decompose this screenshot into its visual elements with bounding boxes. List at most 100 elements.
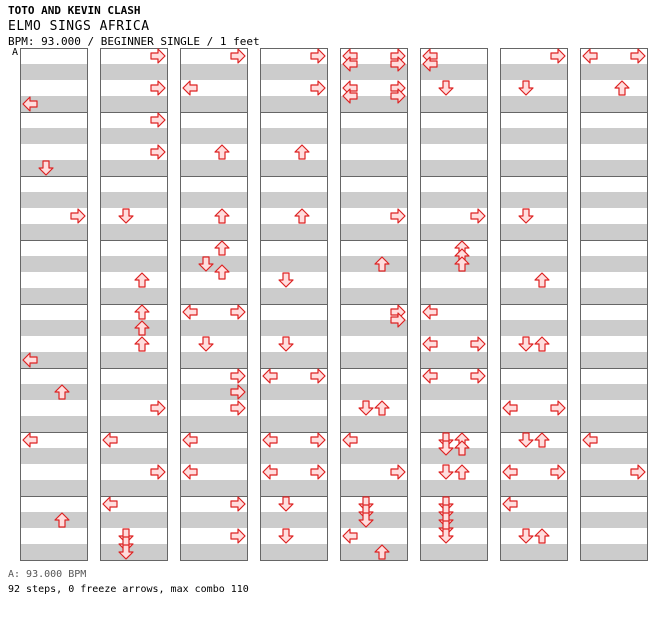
beat-stripe	[260, 256, 328, 272]
arrow-up-icon	[134, 336, 150, 352]
beat-stripe	[100, 480, 168, 496]
song-artist: TOTO AND KEVIN CLASH	[8, 4, 141, 17]
beat-stripe	[500, 448, 568, 464]
beat-stripe	[100, 256, 168, 272]
arrow-up-icon	[374, 400, 390, 416]
beat-stripe	[260, 544, 328, 560]
beat-stripe	[580, 224, 648, 240]
bpm-summary: A: 93.000 BPM	[8, 569, 87, 580]
arrow-left-icon	[262, 464, 278, 480]
beat-stripe	[580, 544, 648, 560]
beat-stripe	[100, 64, 168, 80]
arrow-right-icon	[390, 464, 406, 480]
arrow-right-icon	[550, 400, 566, 416]
beat-stripe	[20, 96, 88, 112]
beat-stripe	[180, 512, 248, 528]
arrow-right-icon	[230, 304, 246, 320]
arrow-up-icon	[454, 256, 470, 272]
beat-stripe	[260, 192, 328, 208]
arrow-up-icon	[614, 80, 630, 96]
arrow-right-icon	[630, 464, 646, 480]
arrow-left-icon	[502, 400, 518, 416]
arrow-left-icon	[342, 88, 358, 104]
arrow-right-icon	[310, 464, 326, 480]
arrow-down-icon	[278, 496, 294, 512]
beat-stripe	[420, 512, 488, 528]
arrow-up-icon	[214, 240, 230, 256]
bpm-marker-label: A	[12, 47, 19, 58]
arrow-left-icon	[582, 432, 598, 448]
beat-stripe	[340, 320, 408, 336]
beat-stripe	[260, 416, 328, 432]
arrow-down-icon	[278, 528, 294, 544]
arrow-up-icon	[214, 264, 230, 280]
beat-stripe	[580, 192, 648, 208]
beat-stripe	[100, 352, 168, 368]
beat-stripe	[20, 448, 88, 464]
arrow-left-icon	[502, 496, 518, 512]
beat-stripe	[20, 160, 88, 176]
arrow-up-icon	[214, 208, 230, 224]
column-border	[100, 48, 168, 561]
column-border	[580, 48, 648, 561]
beat-stripe	[580, 512, 648, 528]
beat-stripe	[500, 224, 568, 240]
arrow-up-icon	[294, 144, 310, 160]
beat-stripe	[20, 192, 88, 208]
arrow-right-icon	[230, 528, 246, 544]
arrow-left-icon	[182, 432, 198, 448]
beat-stripe	[180, 544, 248, 560]
beat-stripe	[420, 384, 488, 400]
beat-stripe	[500, 320, 568, 336]
arrow-up-icon	[374, 256, 390, 272]
arrow-up-icon	[134, 320, 150, 336]
chart-column	[20, 48, 88, 561]
arrow-left-icon	[502, 464, 518, 480]
chart-column	[340, 48, 408, 561]
beat-stripe	[20, 224, 88, 240]
arrow-left-icon	[22, 352, 38, 368]
arrow-right-icon	[470, 208, 486, 224]
arrow-right-icon	[150, 112, 166, 128]
beat-stripe	[340, 384, 408, 400]
beat-stripe	[500, 288, 568, 304]
arrow-left-icon	[262, 432, 278, 448]
arrow-down-icon	[118, 208, 134, 224]
arrow-up-icon	[534, 432, 550, 448]
arrow-left-icon	[22, 432, 38, 448]
beat-stripe	[180, 352, 248, 368]
arrow-up-icon	[54, 384, 70, 400]
chart-column	[500, 48, 568, 561]
arrow-right-icon	[470, 336, 486, 352]
beat-stripe	[340, 480, 408, 496]
arrow-left-icon	[262, 368, 278, 384]
arrow-left-icon	[342, 528, 358, 544]
beat-stripe	[340, 448, 408, 464]
arrow-left-icon	[102, 496, 118, 512]
beat-stripe	[100, 192, 168, 208]
beat-stripe	[580, 288, 648, 304]
beat-stripe	[340, 288, 408, 304]
beat-stripe	[180, 224, 248, 240]
beat-stripe	[260, 352, 328, 368]
beat-stripe	[580, 448, 648, 464]
arrow-left-icon	[422, 368, 438, 384]
step-stats: 92 steps, 0 freeze arrows, max combo 110	[8, 584, 249, 595]
beat-stripe	[500, 64, 568, 80]
column-border	[180, 48, 248, 561]
arrow-down-icon	[198, 336, 214, 352]
arrow-right-icon	[230, 48, 246, 64]
beat-stripe	[100, 96, 168, 112]
beat-stripe	[500, 544, 568, 560]
beat-stripe	[500, 352, 568, 368]
arrow-right-icon	[390, 56, 406, 72]
arrow-up-icon	[134, 272, 150, 288]
arrow-left-icon	[102, 432, 118, 448]
arrow-right-icon	[150, 144, 166, 160]
beat-stripe	[420, 416, 488, 432]
arrow-right-icon	[230, 496, 246, 512]
arrow-down-icon	[438, 528, 454, 544]
beat-stripe	[260, 64, 328, 80]
arrow-down-icon	[38, 160, 54, 176]
beat-stripe	[340, 512, 408, 528]
